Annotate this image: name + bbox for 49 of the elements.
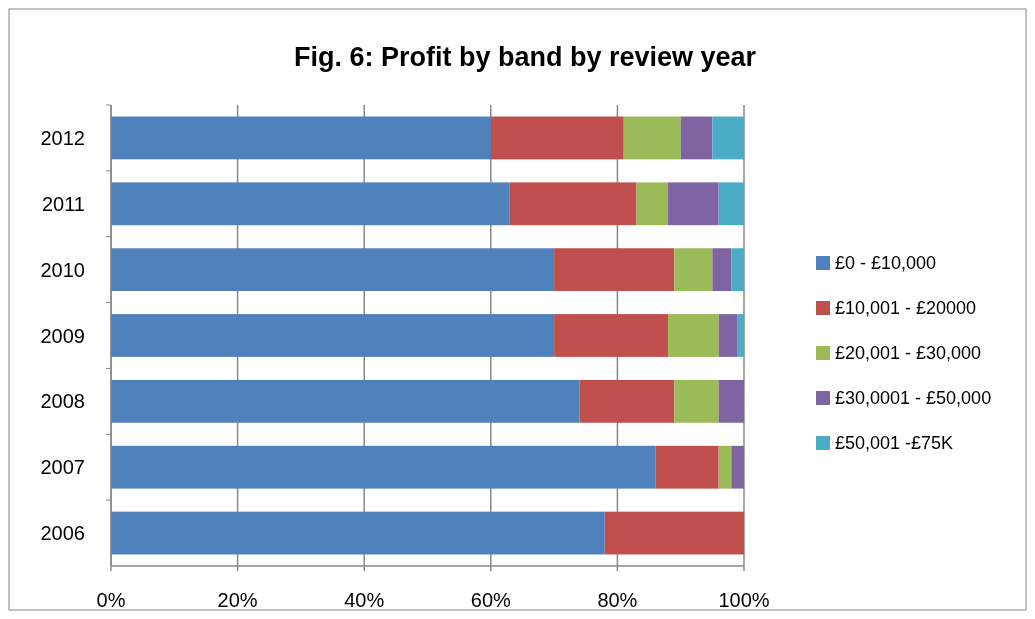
bar xyxy=(668,314,719,357)
y-tick-label: 2009 xyxy=(40,324,85,347)
y-tick-label: 2008 xyxy=(40,390,85,413)
bar xyxy=(604,511,744,555)
bar xyxy=(674,379,719,423)
legend-label: £20,001 - £30,000 xyxy=(835,343,982,364)
bar xyxy=(111,116,491,160)
bar xyxy=(731,248,744,292)
x-tick-label: 0% xyxy=(96,589,126,611)
legend-label: £50,001 -£75K xyxy=(835,433,954,454)
bar xyxy=(636,182,669,226)
bar xyxy=(554,248,675,292)
bar xyxy=(111,511,605,555)
y-tick-label: 2011 xyxy=(41,192,85,215)
bar xyxy=(623,116,681,160)
bar xyxy=(111,314,555,357)
bar xyxy=(680,116,713,160)
chart-title: Fig. 6: Profit by band by review year xyxy=(293,42,757,72)
legend-label: £0 - £10,000 xyxy=(835,253,937,274)
x-tick-label: 40% xyxy=(344,589,385,611)
y-tick-label: 2010 xyxy=(40,258,85,281)
bar xyxy=(718,379,744,423)
x-tick-label: 20% xyxy=(217,589,258,611)
bar xyxy=(490,116,624,160)
bar xyxy=(111,248,555,292)
bar xyxy=(712,116,744,160)
bar xyxy=(111,379,580,423)
y-tick-label: 2006 xyxy=(40,522,85,545)
bar xyxy=(712,248,732,292)
bar xyxy=(655,445,719,489)
legend-label: £30,0001 - £50,000 xyxy=(835,388,992,409)
bar xyxy=(718,182,744,226)
legend-label: £10,001 - £20000 xyxy=(835,298,977,319)
bar xyxy=(718,314,738,357)
bar xyxy=(731,445,744,489)
bar xyxy=(554,314,669,357)
bar xyxy=(509,182,637,226)
bar xyxy=(111,445,656,489)
y-tick-label: 2012 xyxy=(40,126,85,149)
bar xyxy=(668,182,719,226)
y-tick-label: 2007 xyxy=(40,456,85,479)
bar xyxy=(718,445,732,489)
x-tick-label: 80% xyxy=(597,589,638,611)
x-tick-label: 100% xyxy=(718,589,770,611)
bar xyxy=(737,314,744,357)
bar xyxy=(111,182,510,226)
x-tick-label: 60% xyxy=(470,589,512,611)
bar xyxy=(674,248,713,292)
bar xyxy=(579,379,675,423)
